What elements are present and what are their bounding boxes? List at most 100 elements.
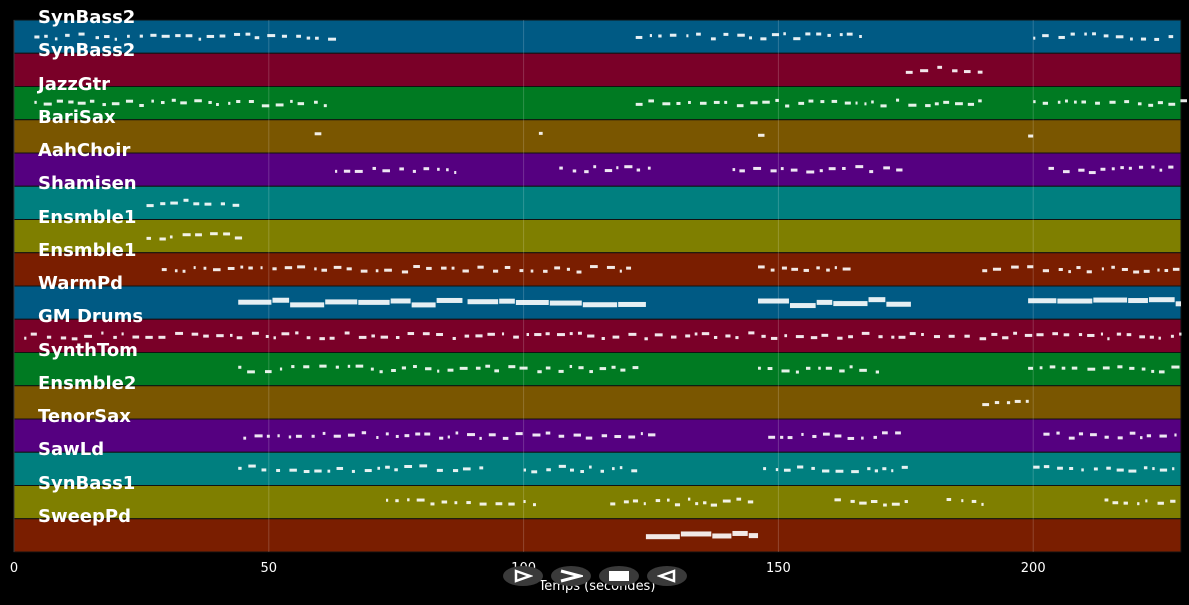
note-mark bbox=[159, 237, 166, 241]
note-mark bbox=[437, 167, 440, 171]
note-mark bbox=[1057, 100, 1061, 104]
note-mark bbox=[314, 132, 322, 136]
note-mark bbox=[335, 169, 338, 173]
note-mark bbox=[314, 469, 322, 473]
note-mark bbox=[921, 332, 924, 336]
track-lane bbox=[13, 485, 1182, 520]
note-mark bbox=[1057, 466, 1063, 470]
note-mark bbox=[649, 34, 652, 38]
note-mark bbox=[386, 498, 389, 502]
x-tick-label: 50 bbox=[260, 561, 278, 576]
note-mark bbox=[816, 299, 833, 305]
note-mark bbox=[584, 170, 589, 174]
note-mark bbox=[674, 503, 681, 507]
note-mark bbox=[238, 466, 242, 470]
note-mark bbox=[818, 366, 821, 370]
note-mark bbox=[376, 435, 379, 439]
note-mark bbox=[537, 370, 542, 374]
note-mark bbox=[569, 332, 573, 336]
note-mark bbox=[784, 334, 788, 338]
note-mark bbox=[475, 366, 481, 370]
note-mark bbox=[161, 34, 170, 38]
note-mark bbox=[1074, 100, 1077, 104]
play-button[interactable] bbox=[503, 566, 543, 586]
note-mark bbox=[416, 498, 425, 502]
note-mark bbox=[54, 37, 58, 41]
note-mark bbox=[834, 498, 841, 502]
note-mark bbox=[806, 170, 815, 174]
note-mark bbox=[1087, 333, 1095, 337]
note-mark bbox=[1117, 365, 1123, 369]
play-outline-icon bbox=[514, 569, 533, 583]
note-mark bbox=[436, 297, 463, 303]
note-mark bbox=[171, 98, 176, 102]
note-mark bbox=[160, 101, 165, 105]
forward-button[interactable] bbox=[551, 566, 591, 586]
note-mark bbox=[344, 331, 350, 335]
note-mark bbox=[1140, 436, 1143, 440]
note-mark bbox=[216, 334, 224, 338]
track-label: Ensmble1 bbox=[38, 239, 137, 261]
note-mark bbox=[146, 236, 151, 240]
note-mark bbox=[868, 297, 886, 303]
note-mark bbox=[549, 300, 582, 306]
note-mark bbox=[314, 267, 317, 271]
note-mark bbox=[898, 335, 906, 339]
note-mark bbox=[670, 335, 677, 339]
rewind-button[interactable] bbox=[647, 566, 687, 586]
note-mark bbox=[513, 335, 519, 339]
note-mark bbox=[382, 169, 390, 173]
note-mark bbox=[290, 99, 293, 103]
note-mark bbox=[1052, 332, 1058, 336]
note-mark bbox=[896, 98, 900, 102]
note-mark bbox=[1175, 301, 1181, 307]
note-mark bbox=[101, 331, 104, 335]
note-mark bbox=[1111, 167, 1115, 171]
note-mark bbox=[994, 401, 1000, 405]
note-mark bbox=[901, 465, 908, 469]
note-mark bbox=[1061, 366, 1066, 370]
note-mark bbox=[749, 36, 753, 40]
note-mark bbox=[1170, 499, 1176, 503]
note-mark bbox=[770, 268, 775, 272]
note-mark bbox=[685, 334, 691, 338]
note-mark bbox=[559, 166, 563, 170]
note-mark bbox=[883, 503, 887, 507]
note-mark bbox=[322, 431, 326, 435]
note-mark bbox=[335, 365, 339, 369]
note-mark bbox=[572, 169, 577, 173]
note-mark bbox=[760, 37, 767, 41]
note-mark bbox=[441, 266, 447, 270]
note-mark bbox=[248, 266, 253, 270]
piano-roll bbox=[13, 19, 1187, 553]
note-mark bbox=[523, 468, 527, 472]
note-mark bbox=[676, 101, 681, 105]
note-mark bbox=[279, 367, 283, 371]
note-mark bbox=[325, 299, 358, 305]
note-mark bbox=[407, 332, 415, 336]
note-mark bbox=[891, 335, 895, 339]
note-mark bbox=[306, 36, 311, 40]
note-mark bbox=[243, 436, 247, 440]
note-mark bbox=[321, 268, 328, 272]
note-mark bbox=[238, 365, 242, 369]
note-mark bbox=[1141, 367, 1146, 371]
note-mark bbox=[768, 435, 776, 439]
note-mark bbox=[384, 268, 392, 272]
note-mark bbox=[878, 335, 883, 339]
note-mark bbox=[1172, 267, 1180, 271]
stop-button[interactable] bbox=[599, 566, 639, 586]
note-mark bbox=[569, 364, 573, 368]
note-mark bbox=[791, 267, 799, 271]
note-mark bbox=[803, 268, 809, 272]
note-mark bbox=[783, 32, 786, 36]
note-mark bbox=[213, 268, 221, 272]
note-mark bbox=[1128, 166, 1132, 170]
note-mark bbox=[404, 465, 413, 469]
note-mark bbox=[1130, 37, 1133, 41]
note-mark bbox=[198, 37, 202, 41]
note-mark bbox=[371, 334, 375, 338]
note-mark bbox=[686, 34, 689, 38]
note-mark bbox=[1137, 502, 1140, 506]
note-mark bbox=[204, 202, 212, 206]
